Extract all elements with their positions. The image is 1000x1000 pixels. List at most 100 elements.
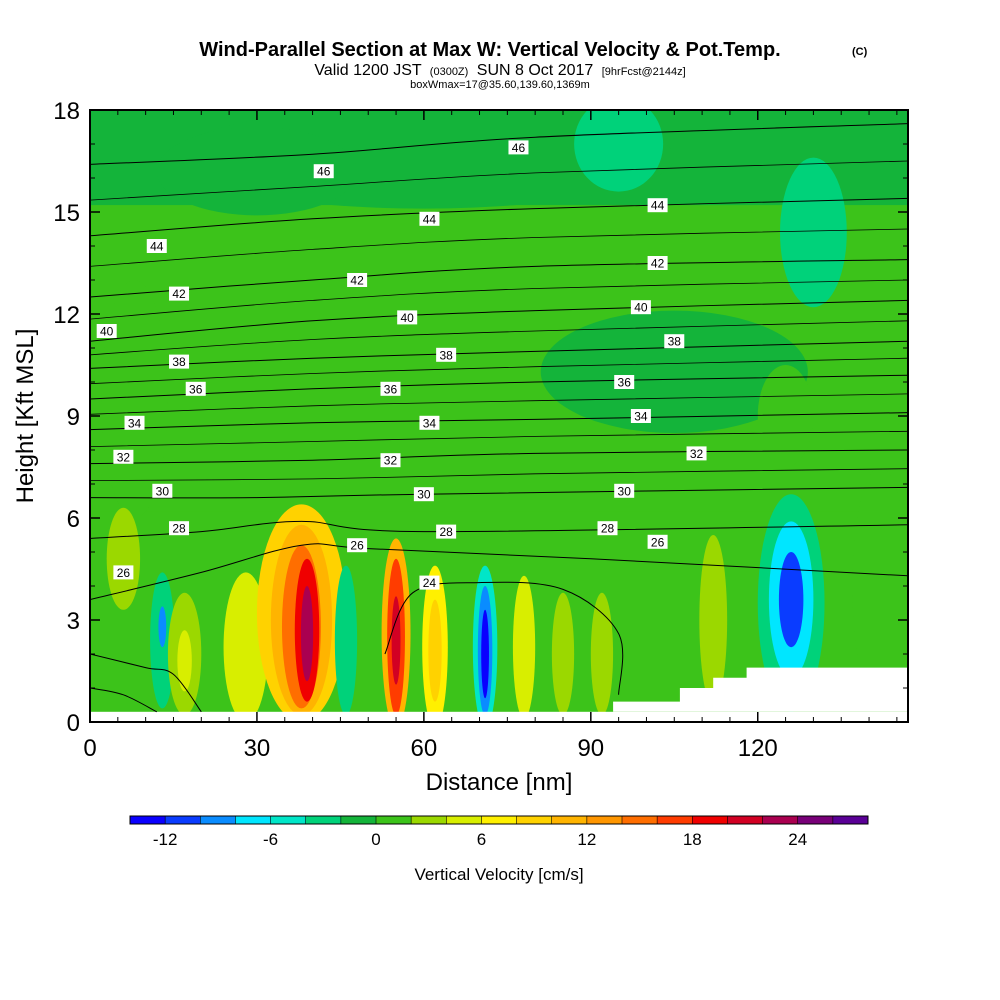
velocity-cell bbox=[757, 365, 814, 467]
svg-text:28: 28 bbox=[601, 522, 615, 536]
theta-label: 40 bbox=[630, 300, 651, 315]
y-axis-label: Height [Kft MSL] bbox=[12, 329, 39, 504]
velocity-cell bbox=[428, 599, 442, 702]
y-tick-label: 15 bbox=[53, 200, 80, 227]
theta-label: 38 bbox=[664, 334, 685, 349]
svg-text:40: 40 bbox=[401, 311, 415, 325]
colorbar-swatch bbox=[340, 816, 377, 824]
colorbar-swatch bbox=[481, 816, 518, 824]
colorbar-swatch bbox=[270, 816, 307, 824]
theta-line bbox=[90, 449, 908, 465]
theta-line bbox=[90, 160, 908, 201]
svg-text:26: 26 bbox=[651, 535, 665, 549]
theta-line bbox=[90, 123, 908, 165]
colorbar-swatch bbox=[165, 816, 201, 824]
theta-label: 30 bbox=[152, 483, 173, 498]
theta-line bbox=[90, 653, 202, 713]
colorbar-tick-label: 24 bbox=[788, 830, 807, 849]
colorbar-tick-label: 18 bbox=[683, 830, 702, 849]
theta-line bbox=[90, 486, 908, 499]
theta-label: 28 bbox=[169, 521, 190, 536]
theta-label: 28 bbox=[597, 521, 618, 536]
velocity-cell bbox=[391, 596, 401, 685]
theta-label: 36 bbox=[185, 381, 206, 396]
theta-label: 30 bbox=[413, 487, 434, 502]
terrain-mask bbox=[90, 667, 908, 722]
theta-line bbox=[90, 357, 908, 385]
svg-text:42: 42 bbox=[172, 287, 186, 301]
velocity-cell bbox=[223, 572, 269, 722]
theta-label: 38 bbox=[436, 347, 457, 362]
theta-label: 44 bbox=[647, 198, 668, 213]
svg-text:24: 24 bbox=[423, 576, 437, 590]
theta-line bbox=[90, 468, 908, 481]
colorbar-swatch bbox=[551, 816, 588, 824]
theta-label: 44 bbox=[419, 211, 440, 226]
svg-text:46: 46 bbox=[317, 165, 331, 179]
y-tick-label: 12 bbox=[53, 302, 80, 329]
velocity-cell bbox=[778, 552, 804, 648]
colorbar-tick-label: 12 bbox=[577, 830, 596, 849]
svg-text:44: 44 bbox=[150, 240, 164, 254]
velocity-cell bbox=[158, 606, 167, 648]
theta-label: 42 bbox=[347, 273, 368, 288]
y-tick-label: 9 bbox=[67, 404, 80, 431]
theta-line bbox=[90, 687, 158, 713]
colorbar-tick-label: -6 bbox=[263, 830, 278, 849]
theta-label: 26 bbox=[347, 538, 368, 553]
colorbar-tick-label: 6 bbox=[477, 830, 486, 849]
theta-label: 32 bbox=[113, 449, 134, 464]
velocity-cell bbox=[551, 592, 575, 716]
colorbar-swatch bbox=[305, 816, 342, 824]
colorbar-swatch bbox=[762, 816, 799, 824]
svg-text:32: 32 bbox=[384, 454, 398, 468]
velocity-cell bbox=[106, 507, 141, 610]
theta-line bbox=[90, 543, 908, 601]
svg-text:40: 40 bbox=[634, 301, 648, 315]
velocity-cell bbox=[177, 630, 192, 692]
theta-label: 42 bbox=[169, 286, 190, 301]
velocity-cell bbox=[101, 280, 168, 518]
valid-date: SUN 8 Oct 2017 bbox=[477, 62, 594, 79]
svg-text:30: 30 bbox=[618, 484, 632, 498]
x-tick-label: 30 bbox=[244, 735, 271, 762]
chart-title: Wind-Parallel Section at Max W: Vertical… bbox=[199, 39, 780, 61]
theta-label: 46 bbox=[508, 140, 529, 155]
svg-text:28: 28 bbox=[172, 522, 186, 536]
svg-text:30: 30 bbox=[156, 484, 170, 498]
colorbar-label: Vertical Velocity [cm/s] bbox=[414, 865, 583, 884]
ground-strip bbox=[90, 711, 908, 722]
colorbar-swatch bbox=[657, 816, 693, 824]
chart-subtitle: Valid 1200 JST (0300Z) SUN 8 Oct 2017 [9… bbox=[314, 62, 685, 79]
x-axis-label: Distance [nm] bbox=[426, 769, 573, 796]
svg-text:46: 46 bbox=[512, 141, 526, 155]
copyright-mark: (C) bbox=[852, 46, 868, 58]
theta-label: 44 bbox=[146, 239, 167, 254]
colorbar-swatch bbox=[411, 816, 447, 824]
colorbar-swatch bbox=[586, 816, 623, 824]
x-tick-label: 0 bbox=[83, 735, 96, 762]
theta-line bbox=[90, 520, 908, 539]
svg-text:44: 44 bbox=[423, 212, 437, 226]
theta-label: 28 bbox=[436, 524, 457, 539]
svg-text:34: 34 bbox=[634, 410, 648, 424]
terrain bbox=[613, 667, 908, 712]
svg-text:30: 30 bbox=[417, 488, 431, 502]
y-tick-label: 0 bbox=[67, 710, 80, 737]
theta-line bbox=[90, 393, 908, 415]
svg-text:42: 42 bbox=[651, 257, 665, 271]
theta-line bbox=[90, 259, 908, 298]
theta-label: 32 bbox=[380, 453, 401, 468]
velocity-cell bbox=[334, 565, 358, 716]
y-tick-label: 3 bbox=[67, 608, 80, 635]
colorbar-swatch bbox=[130, 816, 166, 824]
theta-label: 34 bbox=[419, 415, 440, 430]
box-wmax: boxWmax=17@35.60,139.60,1369m bbox=[410, 79, 590, 91]
svg-text:38: 38 bbox=[172, 355, 186, 369]
colorbar-swatch bbox=[516, 816, 553, 824]
colorbar: -12 -6 0 6 12 18 24 bbox=[129, 815, 869, 849]
colorbar-swatch bbox=[446, 816, 482, 824]
